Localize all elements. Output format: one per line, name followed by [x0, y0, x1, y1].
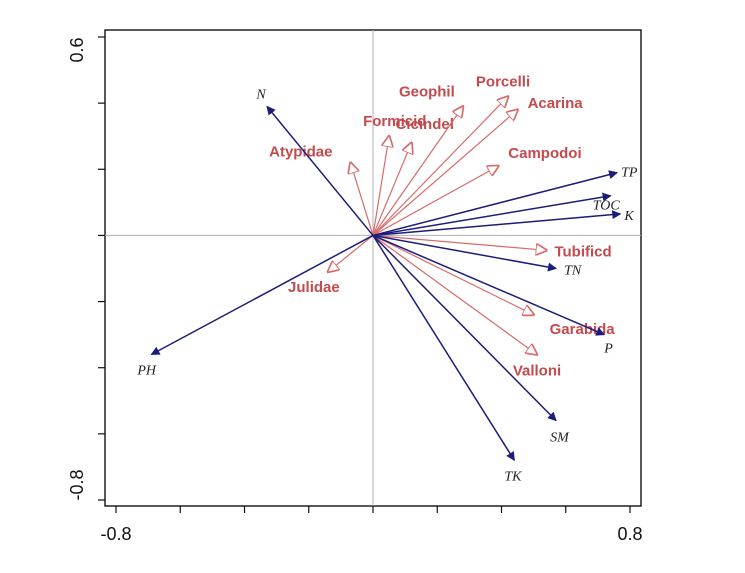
label-k: K	[623, 209, 634, 224]
label-cicindel: Cicindel	[396, 116, 454, 133]
x-axis-ticks	[115, 506, 631, 513]
label-tp: TP	[621, 166, 638, 181]
label-p: P	[603, 342, 613, 357]
vector-valloni	[372, 234, 537, 354]
vector-n	[266, 105, 374, 236]
y-axis-ticks	[98, 36, 105, 501]
label-atypidae: Atypidae	[269, 144, 332, 161]
label-ph: PH	[136, 363, 157, 378]
vector-toc	[372, 192, 612, 237]
label-n: N	[255, 87, 266, 102]
vector-p	[372, 234, 606, 336]
y-tick-label-min: -0.8	[67, 469, 87, 500]
vector-tubificd	[372, 234, 546, 250]
label-tubificd: Tubificd	[554, 243, 611, 260]
y-tick-label-max: 0.6	[67, 37, 87, 62]
vector-geophil	[372, 106, 463, 236]
vector-garabida	[372, 234, 534, 314]
label-tk: TK	[504, 469, 522, 484]
label-toc: TOC	[593, 199, 621, 214]
label-campodoi: Campodoi	[508, 145, 581, 162]
vector-atypidae	[351, 163, 374, 236]
label-porcelli: Porcelli	[476, 74, 530, 91]
vector-k	[372, 210, 622, 237]
vector-cicindel	[372, 143, 412, 236]
label-tn: TN	[564, 264, 582, 279]
label-garabida: Garabida	[550, 321, 616, 338]
label-formicid: Formicid	[363, 113, 426, 130]
vector-tp	[372, 170, 619, 237]
vector-porcelli	[372, 97, 508, 236]
vector-tk	[372, 235, 515, 462]
vector-julidae	[328, 234, 374, 271]
label-acarina: Acarina	[528, 95, 584, 112]
label-valloni: Valloni	[513, 362, 561, 379]
vector-sm	[372, 234, 557, 422]
vector-tn	[372, 234, 557, 272]
x-tick-label-max: 0.8	[617, 524, 642, 544]
label-sm: SM	[550, 431, 570, 446]
vector-ph	[150, 234, 374, 356]
label-julidae: Julidae	[288, 279, 340, 296]
vector-formicid	[372, 136, 389, 236]
vector-acarina	[372, 110, 518, 236]
vector-campodoi	[372, 166, 498, 236]
label-geophil: Geophil	[399, 83, 455, 100]
x-tick-label-min: -0.8	[100, 524, 131, 544]
